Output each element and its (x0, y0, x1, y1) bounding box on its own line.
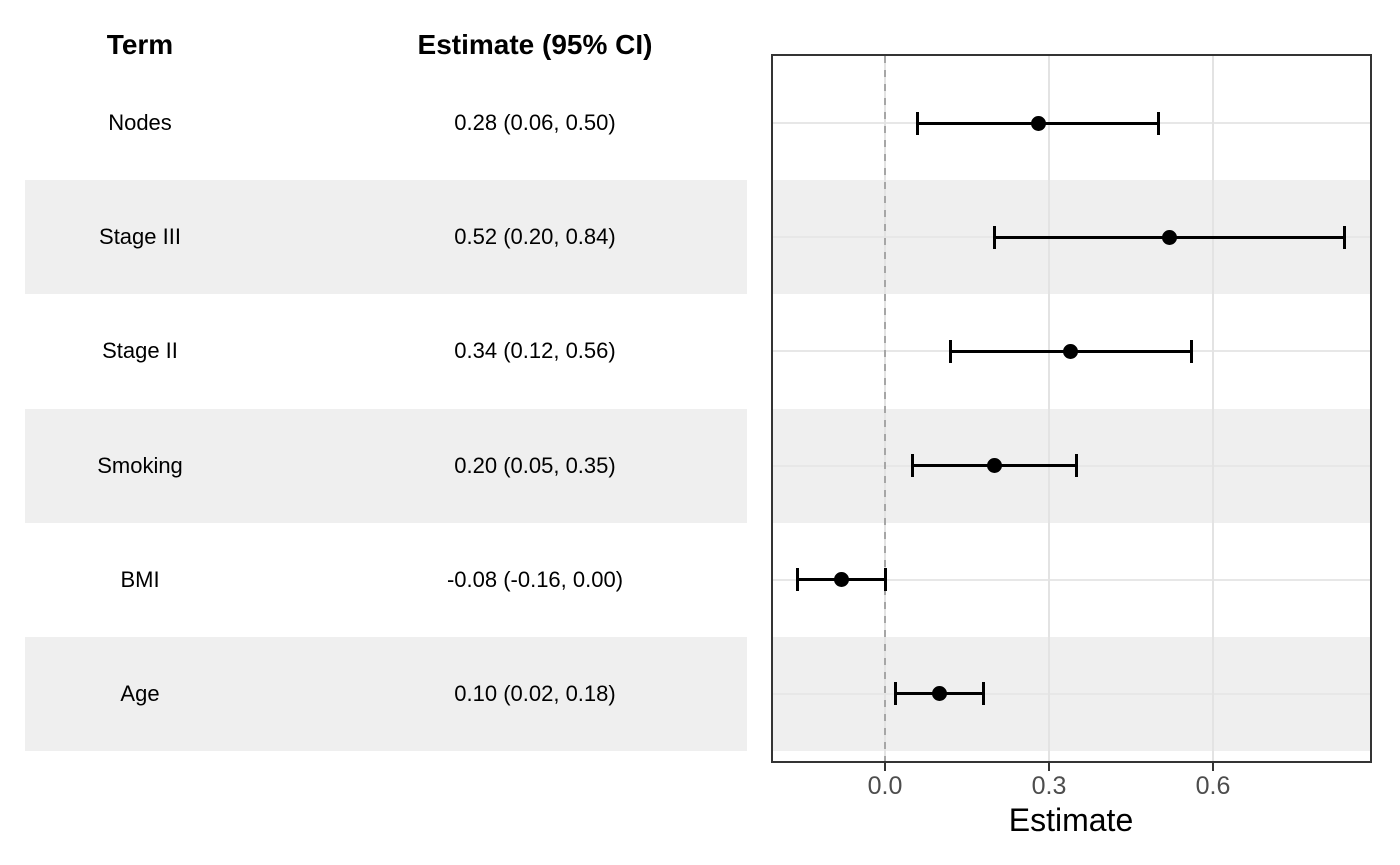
ci-cap-right (1342, 225, 1346, 249)
term-column-header: Term (106, 29, 174, 60)
ci-cap-right (1074, 454, 1078, 478)
estimate-column-header: Estimate (95% CI) (417, 29, 653, 60)
term-label: Age (120, 680, 160, 706)
grid-line-horizontal (772, 578, 1370, 581)
point-estimate (833, 572, 849, 588)
ci-cap-right (1189, 339, 1193, 363)
ci-cap-left (916, 111, 920, 135)
point-estimate (932, 686, 948, 702)
ci-cap-left (992, 225, 996, 249)
row-stripe-table (25, 636, 747, 751)
point-estimate (986, 458, 1002, 474)
term-label: Stage II (102, 338, 178, 364)
term-label: Smoking (97, 452, 183, 478)
ci-cap-left (796, 568, 800, 592)
ci-cap-right (981, 682, 985, 706)
ci-cap-right (883, 568, 887, 592)
x-axis-tick (884, 763, 886, 771)
estimate-ci-label: 0.52 (0.20, 0.84) (454, 224, 616, 250)
ci-cap-right (1156, 111, 1160, 135)
x-axis-tick (1212, 763, 1214, 771)
grid-line-vertical (1212, 56, 1214, 761)
row-stripe-table (25, 180, 747, 295)
estimate-ci-label: 0.34 (0.12, 0.56) (454, 338, 616, 364)
x-tick-label: 0.6 (1195, 772, 1231, 800)
row-stripe-table (25, 408, 747, 523)
estimate-ci-label: 0.20 (0.05, 0.35) (454, 452, 616, 478)
estimate-ci-label: 0.28 (0.06, 0.50) (454, 110, 616, 136)
grid-line-vertical (1048, 56, 1050, 761)
estimate-ci-label: 0.10 (0.02, 0.18) (454, 680, 616, 706)
ci-cap-left (894, 682, 898, 706)
point-estimate (1030, 115, 1046, 131)
ci-cap-left (910, 454, 914, 478)
point-estimate (1161, 229, 1177, 245)
zero-reference-line (884, 56, 886, 761)
term-label: Nodes (108, 110, 172, 136)
ci-cap-left (949, 339, 953, 363)
estimate-ci-label: -0.08 (-0.16, 0.00) (446, 566, 624, 592)
grid-line-horizontal (772, 692, 1370, 695)
x-tick-label: 0.3 (1031, 772, 1067, 800)
x-axis-tick (1048, 763, 1050, 771)
point-estimate (1063, 343, 1079, 359)
term-label: Stage III (99, 224, 181, 250)
x-axis-title: Estimate (1008, 802, 1134, 838)
term-label: BMI (120, 566, 160, 592)
x-tick-label: 0.0 (867, 772, 903, 800)
